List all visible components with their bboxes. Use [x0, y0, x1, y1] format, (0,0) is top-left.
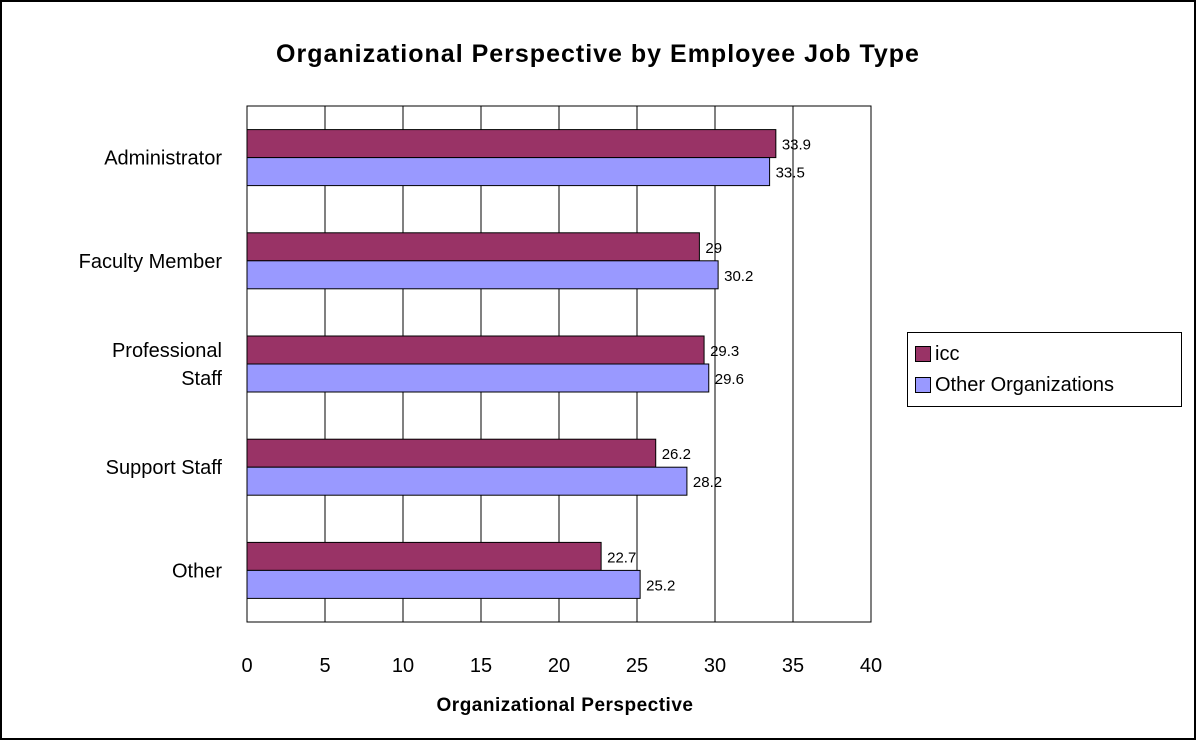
y-tick-label: Other: [172, 560, 222, 582]
bar-other-organizations-professional-staff: [246, 363, 710, 393]
x-tick-label: 35: [782, 655, 804, 677]
x-tick-label: 40: [860, 655, 882, 677]
bar-icc-faculty-member: [246, 232, 700, 262]
data-label: 28.2: [693, 474, 722, 491]
y-tick-label: Faculty Member: [79, 251, 223, 273]
y-tick-label: Support Staff: [106, 457, 223, 479]
chart-title: Organizational Perspective by Employee J…: [276, 40, 920, 68]
legend-swatch-icc: [915, 346, 931, 362]
data-label: 26.2: [662, 446, 691, 463]
data-label: 30.2: [724, 268, 753, 285]
bar-icc-professional-staff: [246, 335, 705, 365]
data-label: 29: [705, 240, 722, 257]
bar-other-organizations-other: [246, 569, 641, 599]
data-label: 29.3: [710, 343, 739, 360]
y-tick-label: Professional Staff: [112, 340, 222, 390]
legend-label-other-organizations: Other Organizations: [935, 373, 1114, 396]
x-tick-label: 10: [392, 655, 414, 677]
data-label: 22.7: [607, 549, 636, 566]
data-label: 29.6: [715, 371, 744, 388]
bar-icc-administrator: [246, 129, 777, 159]
bar-icc-support-staff: [246, 438, 657, 468]
bar-other-organizations-faculty-member: [246, 260, 719, 290]
x-tick-label: 25: [626, 655, 648, 677]
data-label: 25.2: [646, 577, 675, 594]
x-tick-label: 20: [548, 655, 570, 677]
bar-icc-other: [246, 541, 602, 571]
x-tick-label: 30: [704, 655, 726, 677]
data-label: 33.5: [776, 165, 805, 182]
x-tick-label: 0: [241, 655, 252, 677]
legend-swatch-other-organizations: [915, 377, 931, 393]
bar-other-organizations-administrator: [246, 157, 771, 187]
bar-other-organizations-support-staff: [246, 466, 688, 496]
y-tick-label: Administrator: [104, 148, 222, 170]
legend-label-icc: icc: [935, 342, 960, 365]
legend: icc Other Organizations: [907, 332, 1182, 407]
x-tick-label: 15: [470, 655, 492, 677]
legend-item-other-organizations: Other Organizations: [915, 372, 1114, 398]
data-label: 33.9: [782, 137, 811, 154]
x-tick-label: 5: [319, 655, 330, 677]
legend-item-icc: icc: [915, 341, 959, 367]
x-axis-label: Organizational Perspective: [436, 695, 694, 716]
